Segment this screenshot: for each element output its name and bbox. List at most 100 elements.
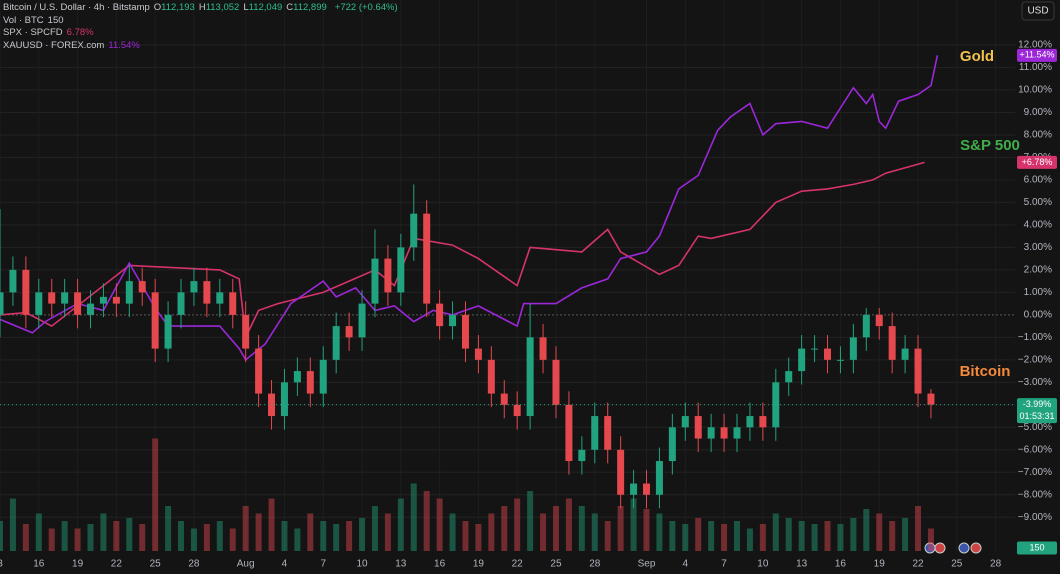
x-tick-label: 16: [33, 559, 45, 570]
legend-spx: SPX · SPCFD 6.78%: [3, 27, 402, 40]
volume-bar: [695, 518, 702, 551]
candle-body: [811, 348, 819, 350]
y-tick-label: 5.00%: [1024, 197, 1052, 208]
candle-body: [449, 314, 457, 327]
change: +722 (+0.64%): [334, 2, 398, 13]
volume-bar: [307, 513, 314, 551]
x-tick-label: 10: [757, 559, 769, 570]
candle-body: [112, 296, 120, 304]
ohlc-value: 112,193: [161, 2, 195, 13]
y-tick-label: −8.00%: [1018, 489, 1052, 500]
x-tick-label: 16: [835, 559, 847, 570]
legend-value: 150: [47, 14, 64, 26]
x-tick-label: 28: [188, 559, 200, 570]
y-tick-label: −9.00%: [1018, 512, 1052, 523]
volume-bar: [824, 521, 831, 551]
candle-body: [785, 371, 793, 383]
grid: [0, 44, 1015, 518]
volume-bar: [462, 521, 469, 551]
y-tick-label: 8.00%: [1024, 130, 1052, 141]
volume-bar: [384, 513, 391, 551]
legend-name: XAUUSD · FOREX.com: [3, 39, 105, 51]
y-tick-label: 0.00%: [1024, 309, 1052, 320]
volume-bar: [565, 498, 572, 551]
candle-body: [552, 359, 560, 405]
candle-body: [500, 393, 508, 405]
candle-body: [694, 416, 702, 439]
x-tick-label: 7: [721, 559, 727, 570]
volume-bar: [100, 513, 107, 551]
candle-body: [604, 416, 612, 450]
candle-body: [642, 483, 650, 495]
y-tick-label: −2.00%: [1018, 354, 1052, 365]
volume-bar: [798, 521, 805, 551]
volume-bar: [281, 521, 288, 551]
candle-body: [190, 281, 198, 293]
volume-bar: [449, 513, 456, 551]
y-tick-label: 2.00%: [1024, 265, 1052, 276]
x-tick-label: 28: [990, 559, 1002, 570]
candle-body: [229, 292, 237, 315]
price-badge-bg: [1017, 398, 1057, 424]
candle-body: [772, 382, 780, 428]
y-tick-label: −1.00%: [1018, 332, 1052, 343]
currency-box[interactable]: [1021, 1, 1055, 21]
candle-body: [888, 326, 896, 360]
ohlc-key: H: [198, 2, 206, 13]
candle-body: [345, 326, 353, 338]
volume-bar: [436, 498, 443, 551]
volume-bar: [759, 524, 766, 551]
candle-body: [293, 371, 301, 383]
x-tick-label: 25: [550, 559, 562, 570]
candle-body: [927, 393, 935, 405]
volume-bar: [242, 506, 249, 551]
legend: Bitcoin / U.S. Dollar · 4h · Bitstamp O11…: [3, 2, 402, 52]
candle-body: [203, 281, 211, 304]
candle-body: [474, 348, 482, 360]
volume-bar: [22, 524, 29, 551]
volume-bar: [190, 528, 197, 551]
y-tick-label: −5.00%: [1018, 422, 1052, 433]
ohlc: O112,193 H113,052 L112,049 C112,899: [154, 2, 331, 13]
annotation: S&P 500: [960, 137, 1020, 154]
event-icon[interactable]: [970, 542, 982, 554]
volume-bar: [9, 498, 16, 551]
ohlc-value: 112,049: [248, 2, 283, 13]
y-tick-label: 4.00%: [1024, 220, 1052, 231]
volume-badge-bg: [1017, 541, 1057, 555]
candle-body: [423, 213, 431, 304]
candle-body: [513, 404, 521, 417]
x-tick-label: 22: [111, 559, 123, 570]
volume-bar: [746, 528, 753, 551]
candle-body: [875, 314, 883, 327]
annotation: Gold: [960, 48, 994, 65]
candle-body: [461, 314, 469, 349]
y-tick-label: 6.00%: [1024, 175, 1052, 186]
currency: USD: [1027, 6, 1048, 17]
volume-bar: [255, 513, 262, 551]
event-icons: [924, 542, 982, 554]
line-series: [0, 161, 925, 341]
y-tick-label: 10.00%: [1018, 85, 1052, 96]
event-icon[interactable]: [958, 542, 970, 554]
legend-name: Vol · BTC: [3, 14, 44, 26]
candle-body: [630, 483, 638, 495]
line-badge-bg: [1017, 155, 1057, 169]
x-tick-label: 28: [589, 559, 601, 570]
volume-bar: [785, 518, 792, 551]
candle-body: [164, 314, 172, 349]
volume-bar: [397, 498, 404, 551]
volume-bar: [591, 513, 598, 551]
volume-bar: [514, 498, 521, 551]
y-tick-label: −6.00%: [1018, 444, 1052, 455]
event-icon[interactable]: [934, 542, 946, 554]
candle-body: [319, 359, 327, 394]
volume-bar: [902, 518, 909, 551]
candle-body: [901, 348, 909, 360]
candle-body: [358, 303, 366, 338]
price-badge: -3.99%: [1023, 399, 1052, 409]
candle-body: [487, 359, 495, 394]
candle-body: [565, 404, 573, 462]
candle-body: [9, 269, 17, 293]
legend-gold: XAUUSD · FOREX.com 11.54%: [3, 40, 402, 53]
